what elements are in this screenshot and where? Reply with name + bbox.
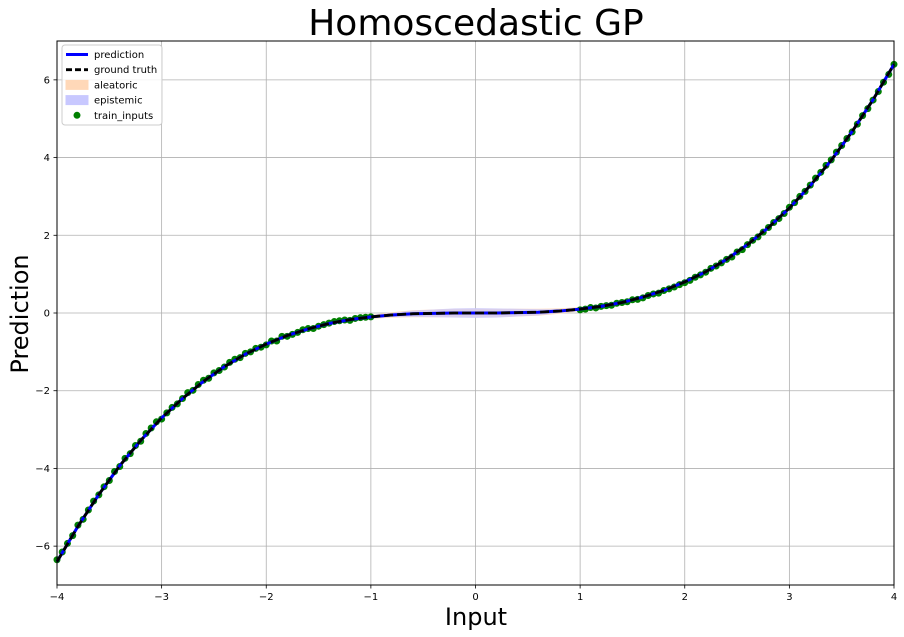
y-tick-label: −4 bbox=[35, 464, 50, 475]
y-tick-label: −6 bbox=[35, 542, 50, 553]
tick-layer: −4 −3 −2 −1 0 1 2 3 4 −6 −4 −2 0 2 4 6 bbox=[35, 75, 897, 603]
y-tick-label: −2 bbox=[35, 386, 50, 397]
x-tick-label: 4 bbox=[891, 592, 897, 603]
legend-label: ground truth bbox=[94, 65, 157, 76]
x-tick-label: 2 bbox=[682, 592, 688, 603]
x-axis-title: Input bbox=[445, 603, 507, 631]
legend-handle-epistemic bbox=[65, 95, 89, 106]
y-tick-label: 0 bbox=[44, 309, 50, 320]
legend-label: epistemic bbox=[94, 96, 143, 107]
ground-truth-line bbox=[55, 63, 896, 563]
legend: prediction ground truth aleatoric epistemic… bbox=[61, 44, 163, 126]
y-tick-label: 2 bbox=[44, 231, 50, 242]
x-tick-label: 1 bbox=[577, 592, 583, 603]
x-tick-label: 0 bbox=[472, 592, 478, 603]
x-tick-label: −2 bbox=[259, 592, 274, 603]
y-tick-label: 4 bbox=[44, 153, 50, 164]
x-tick-label: 3 bbox=[786, 592, 792, 603]
legend-label: aleatoric bbox=[94, 80, 138, 91]
legend-label: train_inputs bbox=[94, 111, 153, 122]
y-tick-label: 6 bbox=[44, 75, 50, 86]
legend-label: prediction bbox=[94, 50, 144, 61]
line-layer bbox=[55, 63, 896, 563]
y-axis-title: Prediction bbox=[6, 254, 34, 373]
chart-title: Homoscedastic GP bbox=[308, 3, 644, 44]
x-tick-label: −4 bbox=[50, 592, 65, 603]
x-tick-label: −3 bbox=[154, 592, 169, 603]
x-tick-label: −1 bbox=[364, 592, 379, 603]
legend-handle-train-inputs bbox=[73, 111, 81, 119]
legend-handle-aleatoric bbox=[65, 79, 89, 90]
